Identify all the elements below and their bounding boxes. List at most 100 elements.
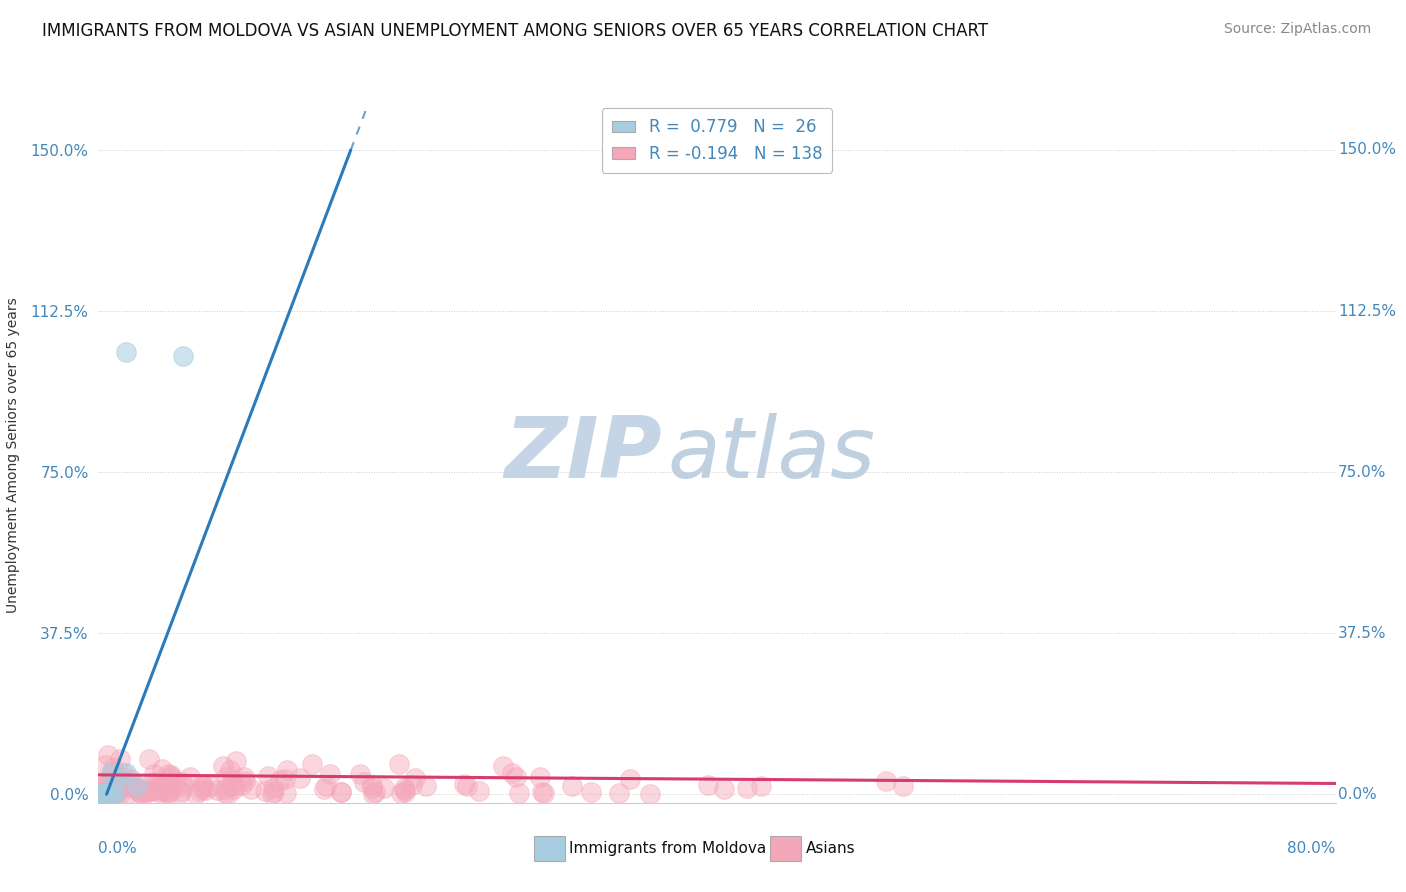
Point — [107, 786, 129, 800]
Point — [891, 779, 914, 793]
Point — [89, 787, 111, 801]
Point — [89, 780, 111, 795]
Point — [713, 781, 735, 796]
Point — [111, 774, 134, 789]
Point — [253, 784, 276, 798]
Point — [394, 785, 416, 799]
Point — [100, 765, 122, 780]
Point — [456, 779, 478, 793]
Point — [93, 787, 115, 801]
Point — [191, 781, 214, 796]
Point — [108, 751, 131, 765]
Point — [156, 785, 179, 799]
Point — [373, 781, 395, 796]
Point — [401, 778, 423, 792]
Text: 112.5%: 112.5% — [1339, 303, 1396, 318]
Point — [215, 770, 238, 784]
Point — [735, 781, 758, 796]
Point — [492, 759, 515, 773]
Point — [89, 787, 111, 801]
Point — [100, 780, 122, 795]
Point — [128, 786, 150, 800]
Text: ZIP: ZIP — [503, 413, 661, 497]
Point — [262, 780, 284, 795]
Y-axis label: Unemployment Among Seniors over 65 years: Unemployment Among Seniors over 65 years — [6, 297, 20, 613]
Point — [231, 778, 253, 792]
Point — [94, 758, 117, 772]
Point — [301, 756, 323, 771]
Point — [160, 770, 183, 784]
Point — [195, 783, 218, 797]
Point — [117, 787, 139, 801]
Point — [276, 763, 298, 777]
Point — [315, 779, 337, 793]
Text: atlas: atlas — [668, 413, 876, 497]
Point — [149, 786, 172, 800]
Point — [193, 779, 215, 793]
Point — [186, 787, 208, 801]
Point — [392, 780, 415, 795]
Point — [163, 774, 186, 789]
Point — [100, 767, 122, 781]
Point — [104, 784, 127, 798]
Point — [135, 783, 157, 797]
Point — [219, 778, 242, 792]
Point — [404, 771, 426, 785]
Point — [415, 779, 437, 793]
Point — [221, 773, 243, 788]
Point — [330, 785, 353, 799]
Point — [361, 778, 384, 792]
Point — [143, 767, 166, 781]
Text: 150.0%: 150.0% — [1339, 143, 1396, 158]
Point — [312, 781, 335, 796]
Point — [149, 783, 172, 797]
Point — [256, 769, 278, 783]
Point — [89, 778, 111, 792]
Point — [89, 787, 111, 801]
Point — [138, 752, 160, 766]
Point — [150, 762, 173, 776]
Point — [749, 779, 772, 793]
Point — [87, 787, 110, 801]
Point — [122, 780, 145, 795]
Point — [224, 779, 246, 793]
Point — [269, 772, 291, 787]
Point — [115, 777, 138, 791]
Legend: R =  0.779   N =  26, R = -0.194   N = 138: R = 0.779 N = 26, R = -0.194 N = 138 — [602, 109, 832, 173]
Point — [468, 784, 491, 798]
Point — [104, 787, 127, 801]
Point — [134, 784, 156, 798]
Point — [156, 787, 179, 801]
Point — [155, 779, 177, 793]
Point — [120, 772, 142, 787]
Point — [135, 786, 157, 800]
Point — [108, 787, 131, 801]
Point — [619, 772, 641, 786]
Point — [529, 771, 551, 785]
Text: Source: ZipAtlas.com: Source: ZipAtlas.com — [1223, 22, 1371, 37]
Point — [607, 787, 630, 801]
Point — [508, 786, 530, 800]
Point — [103, 761, 125, 775]
Point — [141, 783, 163, 797]
Point — [160, 783, 183, 797]
Point — [93, 787, 115, 801]
Point — [139, 783, 162, 797]
Point — [162, 779, 184, 793]
Point — [128, 784, 150, 798]
Point — [561, 780, 583, 794]
Point — [214, 781, 236, 796]
Point — [640, 787, 662, 801]
Point — [200, 780, 222, 794]
Point — [91, 785, 114, 799]
Point — [101, 785, 124, 799]
Point — [89, 787, 111, 801]
Text: 37.5%: 37.5% — [1339, 625, 1386, 640]
Point — [115, 780, 138, 794]
Point — [101, 787, 124, 801]
Point — [111, 770, 134, 784]
Point — [696, 778, 718, 792]
Point — [87, 787, 110, 801]
Point — [159, 780, 181, 794]
Point — [530, 784, 553, 798]
